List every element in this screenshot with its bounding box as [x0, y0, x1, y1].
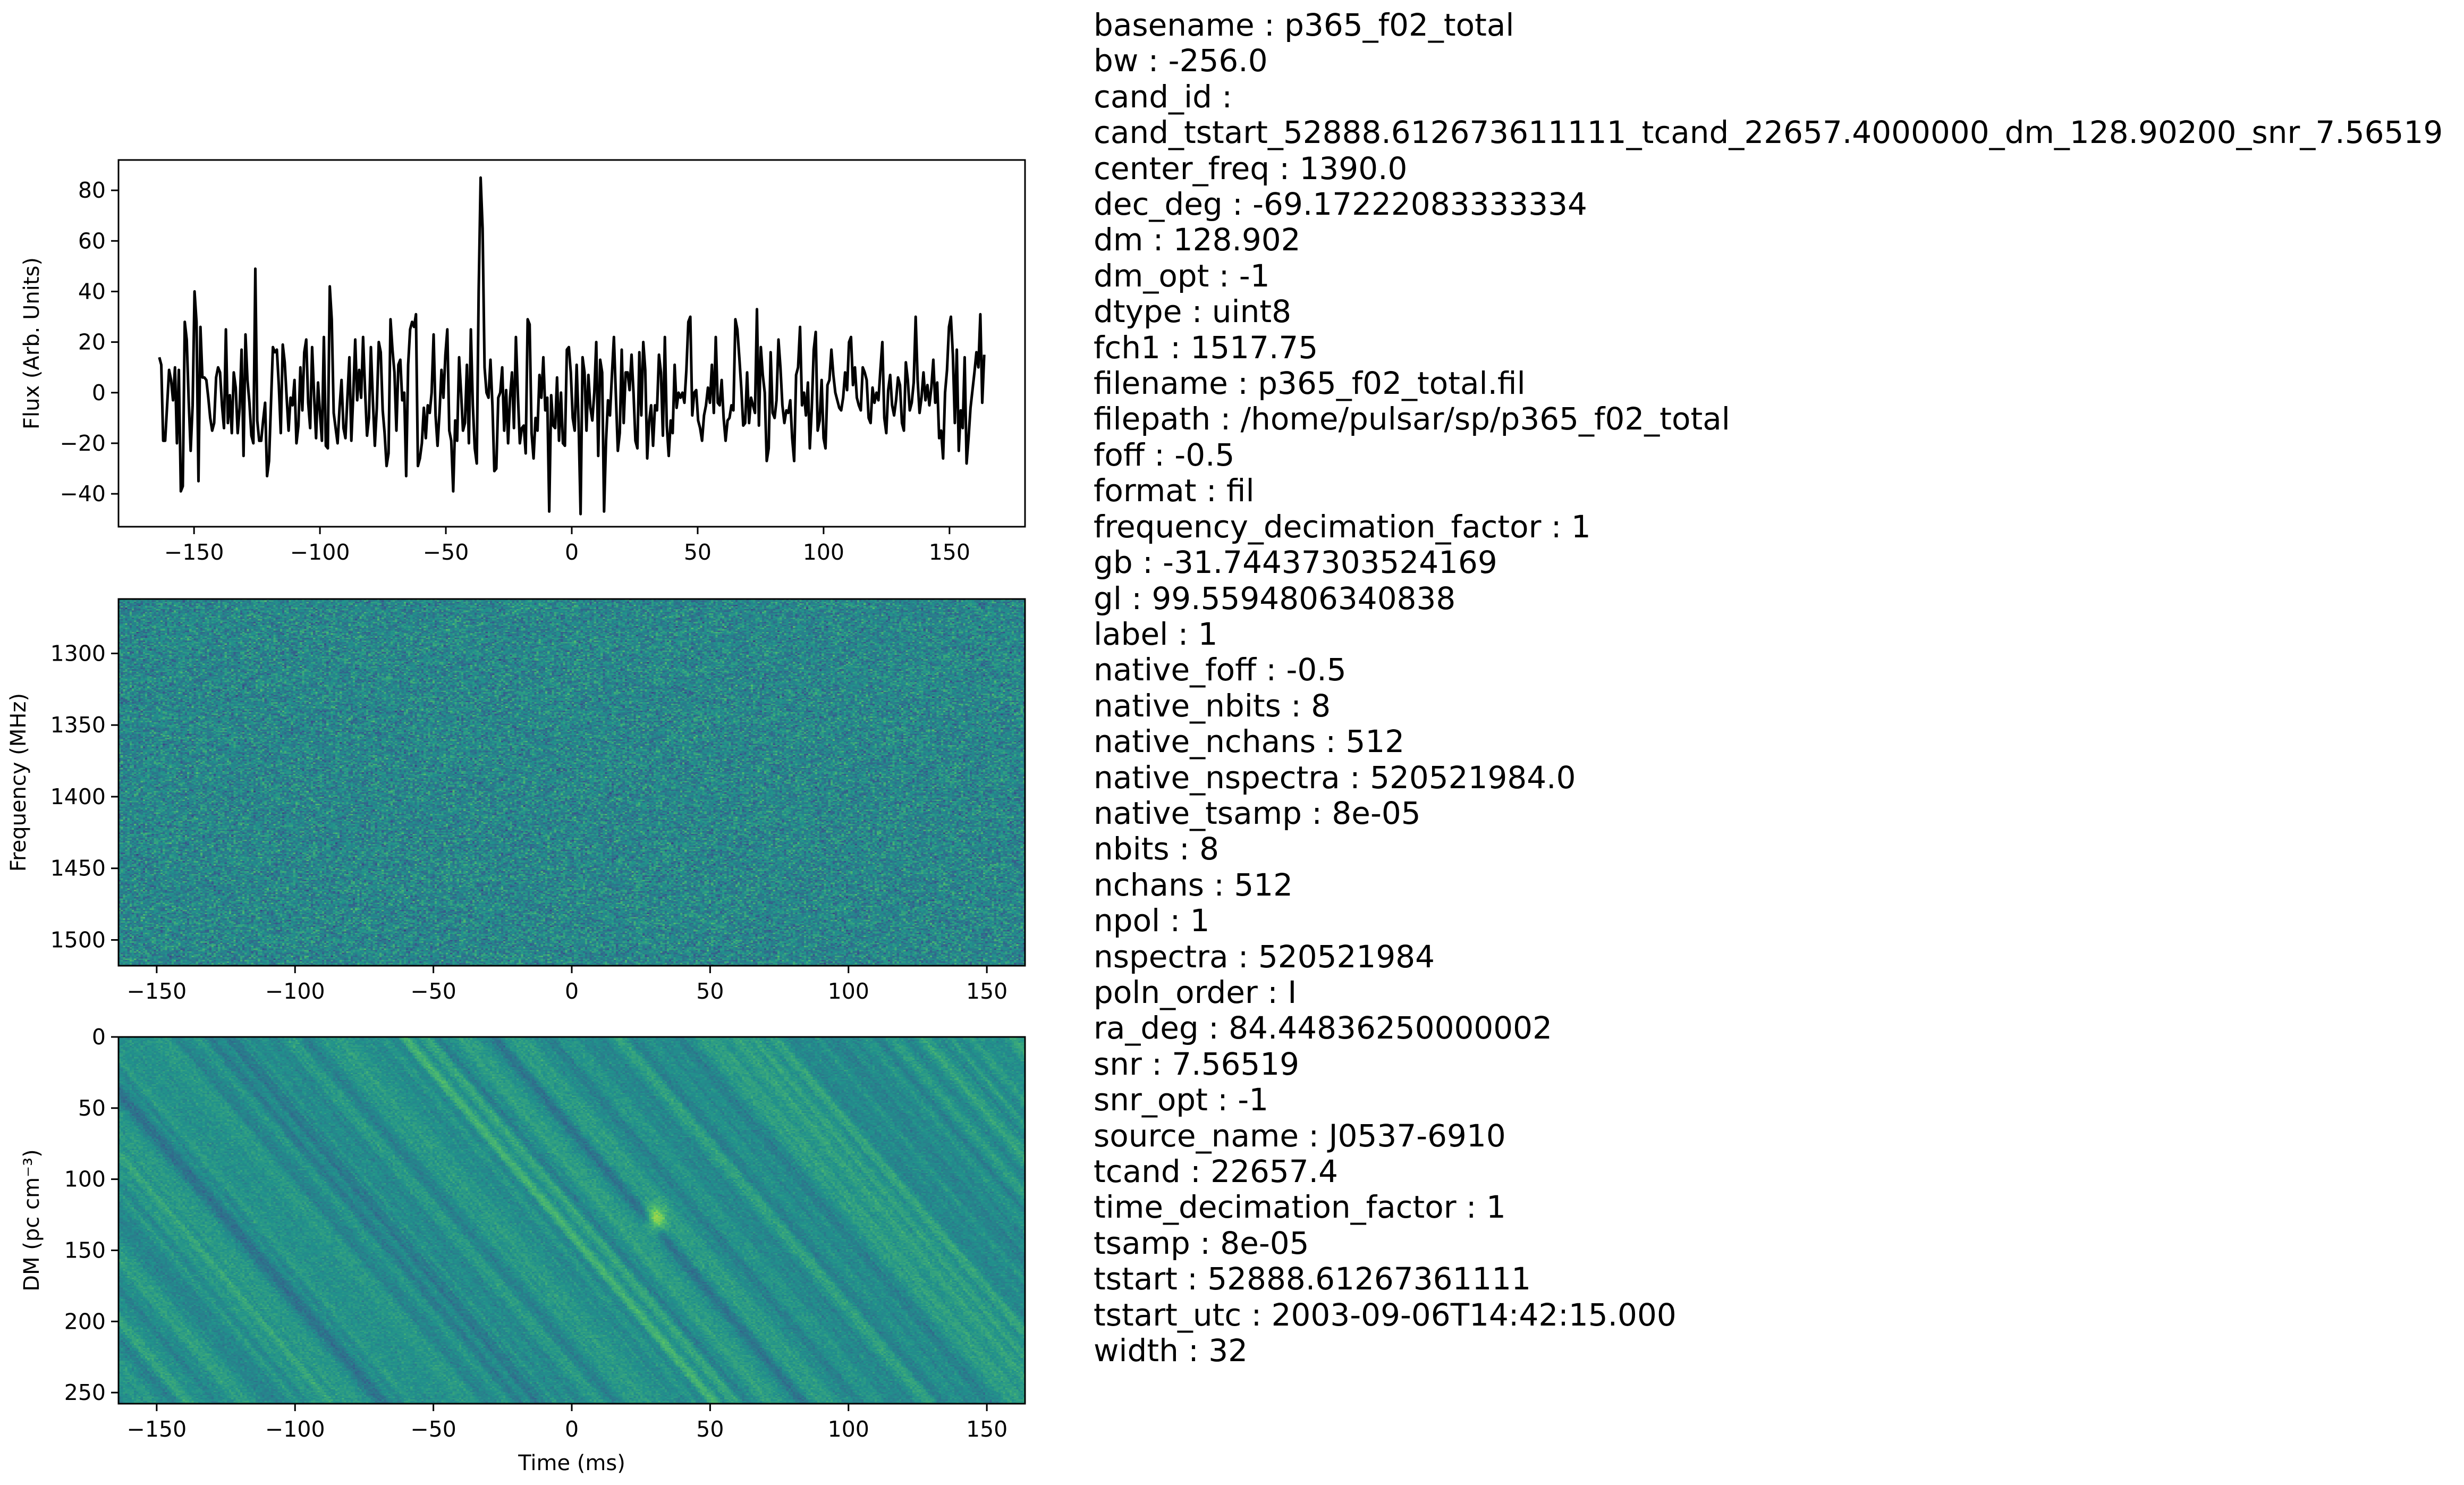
metadata-line: ra_deg : 84.44836250000002: [1094, 1010, 1552, 1047]
x-tick-label: 50: [684, 539, 712, 565]
metadata-line: native_nspectra : 520521984.0: [1094, 759, 1576, 796]
metadata-line: dec_deg : -69.17222083333334: [1094, 186, 1587, 223]
frequency-heatmap: [118, 599, 1025, 966]
metadata-line: dtype : uint8: [1094, 293, 1292, 330]
frequency-y-axis: 1300 1350 1400 1450 1500: [50, 640, 118, 952]
metadata-line: tsamp : 8e-05: [1094, 1225, 1309, 1261]
flux-line-series: [158, 176, 986, 516]
y-tick-label: −40: [60, 481, 106, 507]
metadata-line: snr : 7.56519: [1094, 1045, 1300, 1082]
flux-series-line: [158, 176, 986, 516]
metadata-line: nbits : 8: [1094, 831, 1219, 867]
flux-timeseries-panel: −150 −100 −50 0 50 100 150 −40 −20 0 20 40 60 80 Flu…: [20, 159, 1026, 565]
x-tick-label: 100: [803, 539, 844, 565]
y-tick-label: 40: [78, 279, 106, 304]
y-tick-label: 150: [64, 1237, 106, 1263]
metadata-line: native_tsamp : 8e-05: [1094, 795, 1421, 831]
flux-x-axis: −150 −100 −50 0 50 100 150: [164, 527, 970, 565]
x-tick-label: 50: [696, 1416, 724, 1442]
y-tick-label: 200: [64, 1309, 106, 1334]
flux-y-axis: −40 −20 0 20 40 60 80: [60, 178, 118, 507]
x-tick-label: 0: [565, 1416, 579, 1442]
metadata-line: npol : 1: [1094, 902, 1210, 939]
frequency-waterfall-panel: −150 −100 −50 0 50 100 150 1300 1350 1400 1450 150…: [6, 598, 1026, 1004]
y-tick-label: −20: [60, 431, 106, 456]
dm-y-axis-label: DM (pc cm⁻³): [20, 1149, 44, 1291]
x-tick-label: −150: [127, 978, 187, 1004]
metadata-line: poln_order : I: [1094, 974, 1297, 1010]
y-tick-label: 0: [92, 1024, 106, 1050]
metadata-line: nspectra : 520521984: [1094, 938, 1435, 975]
dm-time-panel: −150 −100 −50 0 50 100 150 0 50 100 150 200 250 DM …: [20, 1024, 1026, 1475]
x-tick-label: −100: [290, 539, 350, 565]
metadata-line: center_freq : 1390.0: [1094, 150, 1408, 187]
x-tick-label: 150: [966, 1416, 1007, 1442]
metadata-line: cand_tstart_52888.612673611111_tcand_226…: [1094, 114, 2443, 151]
y-tick-label: 1500: [50, 927, 106, 952]
x-tick-label: −150: [127, 1416, 187, 1442]
x-tick-label: −50: [410, 978, 456, 1004]
metadata-line: gl : 99.5594806340838: [1094, 580, 1456, 617]
metadata-line: tstart : 52888.61267361111: [1094, 1261, 1531, 1297]
metadata-line: nchans : 512: [1094, 866, 1293, 903]
dm-y-axis: 0 50 100 150 200 250: [64, 1024, 118, 1405]
y-tick-label: 1300: [50, 640, 106, 666]
x-tick-label: −50: [423, 539, 469, 565]
metadata-line: source_name : J0537-6910: [1094, 1117, 1506, 1154]
y-tick-label: 60: [78, 228, 106, 254]
y-tick-label: 100: [64, 1167, 106, 1192]
x-tick-label: 0: [565, 539, 579, 565]
metadata-line: tcand : 22657.4: [1094, 1153, 1339, 1189]
x-tick-label: −150: [164, 539, 224, 565]
x-tick-label: −100: [265, 1416, 325, 1442]
x-tick-label: −50: [410, 1416, 456, 1442]
metadata-line: native_nbits : 8: [1094, 687, 1331, 724]
y-tick-label: 80: [78, 178, 106, 203]
x-tick-label: 150: [966, 978, 1007, 1004]
metadata-line: snr_opt : -1: [1094, 1082, 1269, 1118]
dm-x-axis: −150 −100 −50 0 50 100 150: [127, 1404, 1007, 1442]
metadata-line: label : 1: [1094, 615, 1218, 652]
metadata-line: native_foff : -0.5: [1094, 652, 1347, 688]
candidate-metadata-list: basename : p365_f02_total bw : -256.0 cand…: [1094, 7, 2443, 1369]
metadata-line: dm : 128.902: [1094, 222, 1301, 258]
x-tick-label: 150: [929, 539, 970, 565]
frequency-x-axis: −150 −100 −50 0 50 100 150: [127, 966, 1007, 1004]
x-tick-label: 50: [696, 978, 724, 1004]
metadata-line: tstart_utc : 2003-09-06T14:42:15.000: [1094, 1296, 1676, 1333]
dm-heatmap-image: [118, 1037, 1025, 1404]
metadata-line: time_decimation_factor : 1: [1094, 1189, 1506, 1226]
frequency-y-axis-label: Frequency (MHz): [6, 693, 31, 872]
frequency-heatmap-image: [118, 599, 1025, 966]
x-tick-label: 100: [828, 978, 869, 1004]
y-tick-label: 250: [64, 1380, 106, 1405]
metadata-line: format : fil: [1094, 473, 1255, 509]
x-tick-label: 0: [565, 978, 579, 1004]
metadata-line: gb : -31.74437303524169: [1094, 544, 1497, 581]
metadata-line: frequency_decimation_factor : 1: [1094, 508, 1591, 545]
y-tick-label: 20: [78, 330, 106, 355]
metadata-line: filename : p365_f02_total.fil: [1094, 365, 1526, 402]
metadata-line: bw : -256.0: [1094, 43, 1268, 79]
metadata-line: native_nchans : 512: [1094, 723, 1405, 760]
metadata-line: dm_opt : -1: [1094, 257, 1270, 294]
metadata-line: foff : -0.5: [1094, 436, 1235, 473]
y-tick-label: 1350: [50, 712, 106, 738]
y-tick-label: 1450: [50, 856, 106, 881]
metadata-line: width : 32: [1094, 1332, 1248, 1369]
metadata-line: fch1 : 1517.75: [1094, 329, 1318, 366]
y-tick-label: 50: [78, 1095, 106, 1121]
time-x-axis-label: Time (ms): [518, 1451, 625, 1475]
metadata-line: filepath : /home/pulsar/sp/p365_f02_tota…: [1094, 401, 1730, 437]
metadata-line: basename : p365_f02_total: [1094, 7, 1514, 43]
flux-y-axis-label: Flux (Arb. Units): [20, 257, 44, 429]
x-tick-label: 100: [828, 1416, 869, 1442]
metadata-line: cand_id :: [1094, 78, 1232, 115]
y-tick-label: 0: [92, 380, 106, 406]
x-tick-label: −100: [265, 978, 325, 1004]
dm-heatmap: [118, 1037, 1025, 1404]
y-tick-label: 1400: [50, 784, 106, 809]
